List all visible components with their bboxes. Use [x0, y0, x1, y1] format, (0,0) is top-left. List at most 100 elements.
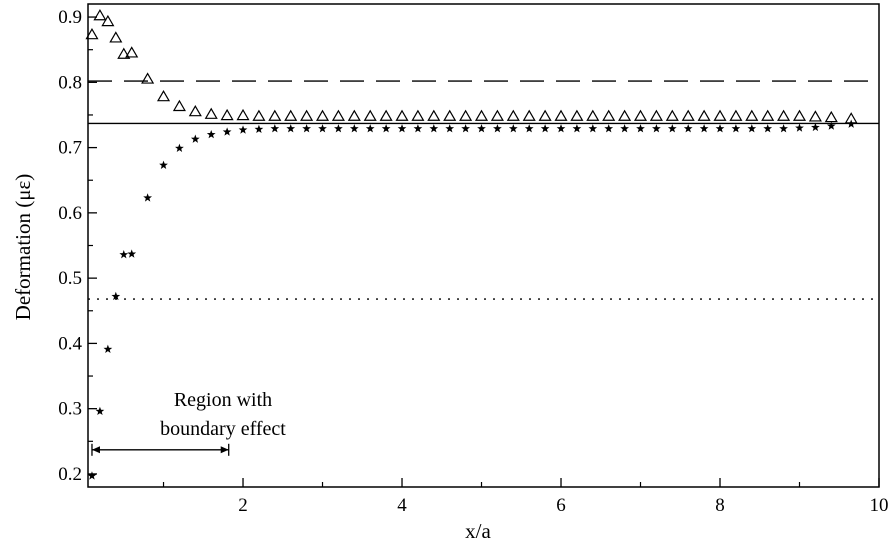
- triangle-marker: [220, 108, 234, 121]
- y-tick-label: 0.3: [58, 399, 82, 420]
- y-tick-label: 0.6: [58, 203, 82, 224]
- triangle-marker: [125, 46, 139, 58]
- triangle-marker: [824, 110, 838, 123]
- arrow-right-head: [220, 446, 229, 454]
- triangle-marker: [93, 9, 107, 21]
- star-marker: [175, 143, 184, 152]
- star-marker: [811, 122, 820, 132]
- triangle-marker: [315, 109, 330, 121]
- triangle-marker: [268, 109, 282, 121]
- star-marker: [846, 119, 856, 128]
- star-marker: [715, 124, 725, 133]
- triangle-marker: [777, 109, 791, 121]
- star-marker: [206, 129, 216, 139]
- star-marker: [556, 124, 566, 133]
- arrow-left-head: [91, 446, 100, 454]
- star-marker: [683, 124, 693, 133]
- triangle-marker: [681, 109, 695, 121]
- star-marker: [508, 124, 518, 133]
- triangle-marker: [713, 109, 727, 121]
- y-tick-label: 0.2: [58, 464, 82, 485]
- triangle-marker: [156, 89, 171, 102]
- x-tick-label: 2: [238, 495, 248, 516]
- triangle-marker: [586, 109, 600, 121]
- star-marker: [254, 124, 264, 134]
- triangle-marker: [411, 109, 425, 121]
- triangle-marker: [808, 110, 822, 122]
- triangle-marker: [141, 72, 155, 84]
- triangle-marker: [204, 107, 218, 119]
- star-marker: [222, 127, 232, 136]
- triangle-marker: [729, 109, 743, 121]
- triangle-marker: [284, 109, 298, 121]
- star-marker: [636, 124, 645, 133]
- star-marker: [190, 134, 200, 143]
- triangle-marker: [474, 109, 489, 121]
- triangle-marker: [252, 109, 266, 121]
- x-tick-label: 8: [715, 495, 725, 516]
- star-marker: [652, 124, 661, 133]
- triangle-marker: [300, 109, 314, 121]
- star-marker: [731, 124, 741, 133]
- triangle-marker: [85, 27, 99, 40]
- data-markers: [85, 9, 858, 480]
- star-marker: [159, 160, 168, 169]
- annotation-line-1: Region with: [174, 389, 272, 411]
- star-marker: [318, 124, 327, 133]
- star-marker: [477, 124, 486, 133]
- triangle-marker: [395, 109, 409, 121]
- star-marker: [524, 124, 534, 133]
- triangle-marker: [602, 109, 616, 121]
- star-marker: [413, 124, 423, 133]
- star-marker: [397, 124, 407, 133]
- star-marker: [747, 124, 757, 133]
- triangle-marker: [570, 109, 584, 121]
- double-arrow-icon: [91, 443, 230, 456]
- y-axis-label: Deformation (με): [11, 174, 35, 321]
- star-marker: [826, 121, 836, 130]
- annotation-line-2: boundary effect: [160, 418, 286, 440]
- y-tick-label: 0.8: [58, 72, 82, 93]
- triangle-marker: [427, 109, 441, 121]
- triangle-marker: [649, 109, 663, 121]
- triangle-marker: [459, 109, 473, 121]
- triangle-marker: [117, 47, 131, 59]
- star-marker: [286, 124, 296, 133]
- star-marker: [763, 124, 773, 133]
- x-tick-label: 6: [556, 495, 566, 516]
- star-marker: [461, 124, 470, 133]
- plot-frame: [87, 3, 880, 488]
- star-marker: [111, 291, 121, 301]
- star-marker: [572, 124, 582, 133]
- triangle-marker: [761, 109, 775, 121]
- star-marker: [270, 124, 280, 133]
- star-marker: [302, 124, 311, 133]
- x-axis-label: x/a: [465, 519, 491, 543]
- star-marker: [667, 124, 677, 133]
- triangle-marker: [665, 109, 679, 121]
- boundary-annotation: Region with boundary effect: [91, 389, 286, 456]
- y-tick-label: 0.4: [58, 333, 82, 354]
- star-marker: [429, 124, 439, 133]
- star-marker: [381, 124, 391, 133]
- triangle-marker: [347, 109, 361, 121]
- star-marker: [779, 124, 788, 133]
- triangle-marker: [172, 99, 186, 112]
- triangle-marker: [522, 109, 536, 121]
- star-marker: [795, 123, 804, 132]
- star-marker: [127, 249, 137, 258]
- triangle-marker: [188, 104, 202, 117]
- y-tick-label: 0.7: [58, 138, 82, 159]
- star-marker: [119, 250, 129, 259]
- star-marker: [87, 471, 97, 480]
- star-marker: [588, 124, 598, 133]
- triangle-marker: [618, 109, 632, 121]
- star-marker: [365, 124, 375, 133]
- triangle-marker: [554, 109, 568, 121]
- axis-ticks: 2 4 6 8 10 0.2 0.3 0.4 0.5 0.6 0.7 0.8 0.9: [58, 7, 888, 516]
- x-tick-label: 10: [870, 495, 889, 516]
- triangle-marker: [379, 109, 393, 121]
- triangle-marker: [538, 109, 552, 121]
- triangle-marker: [506, 109, 520, 121]
